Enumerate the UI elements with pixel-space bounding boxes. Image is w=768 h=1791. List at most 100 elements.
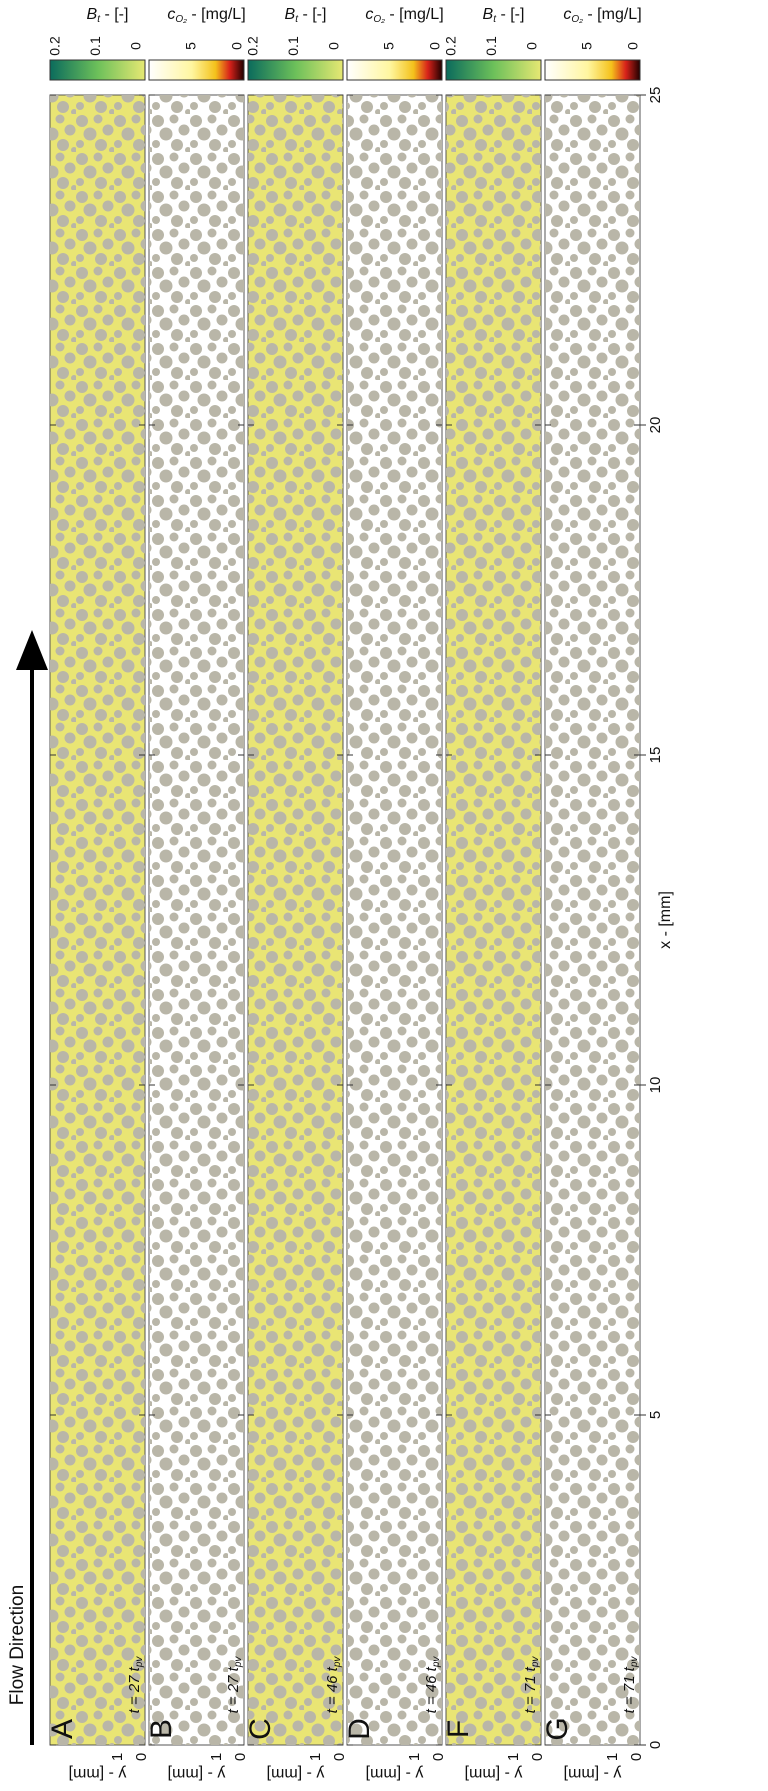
- grains: [446, 95, 541, 1745]
- time-text: t = 46: [324, 1671, 341, 1713]
- time-symbol: t: [423, 1666, 440, 1671]
- colorbar: [544, 59, 641, 81]
- colorbar-tick-label: 0.2: [47, 36, 63, 56]
- subscript: t: [97, 14, 101, 25]
- colorbar-tick-label: 5: [578, 42, 594, 50]
- y-tick-label: 1: [208, 1753, 225, 1761]
- y-tick-label: 0: [232, 1753, 249, 1761]
- grains: [347, 95, 442, 1745]
- x-tick-label: 15: [647, 747, 664, 764]
- unit: - [mg/L]: [583, 6, 642, 23]
- time-subscript: pv: [134, 1656, 145, 1669]
- y-tick-label: 0: [529, 1753, 546, 1761]
- y-axis-label: y - [mm]: [267, 1765, 325, 1782]
- symbol: c: [167, 6, 175, 23]
- panel-letter: F: [442, 1720, 475, 1738]
- colorbar: [49, 59, 146, 81]
- colorbar: [445, 59, 542, 81]
- colorbar-tick-label: 0.2: [443, 36, 459, 56]
- time-symbol: t: [621, 1666, 638, 1671]
- symbol: c: [365, 6, 373, 23]
- colorbar-tick-label: 0: [524, 42, 540, 50]
- y-tick-label: 0: [628, 1753, 645, 1761]
- panel-letter: B: [145, 1719, 178, 1739]
- x-tick-label: 0: [647, 1741, 664, 1749]
- y-tick-label: 1: [109, 1753, 126, 1761]
- unit: - [-]: [496, 6, 524, 23]
- grains: [149, 95, 244, 1745]
- time-symbol: t: [126, 1666, 143, 1671]
- y-tick-label: 0: [133, 1753, 150, 1761]
- time-symbol: t: [225, 1666, 242, 1671]
- colorbar-tick-label: 0.1: [483, 36, 499, 56]
- subscript: t: [295, 14, 299, 25]
- x-tick-label: 10: [647, 1077, 664, 1094]
- y-tick-label: 1: [406, 1753, 423, 1761]
- grains: [545, 95, 640, 1745]
- y-axis-label: y - [mm]: [69, 1765, 127, 1782]
- y-tick-label: 1: [604, 1753, 621, 1761]
- y-tick-label: 1: [505, 1753, 522, 1761]
- colorbar-title: cO₂ - [mg/L]: [563, 6, 641, 24]
- symbol: B: [483, 6, 494, 23]
- time-subscript: pv: [233, 1656, 244, 1669]
- colorbar-title: Bt - [-]: [483, 6, 525, 24]
- y-axis-label: y - [mm]: [168, 1765, 226, 1782]
- colorbar: [346, 59, 443, 81]
- time-label: t = 71 tpv: [621, 1656, 640, 1714]
- time-text: t = 46: [423, 1671, 440, 1713]
- colorbar: [247, 59, 344, 81]
- panel-letter: G: [541, 1717, 574, 1740]
- time-label: t = 27 tpv: [126, 1656, 145, 1714]
- colorbar-title: Bt - [-]: [87, 6, 129, 24]
- panel-letter: C: [244, 1718, 277, 1740]
- panel-letter: A: [46, 1719, 79, 1739]
- time-symbol: t: [522, 1666, 539, 1671]
- unit: - [-]: [298, 6, 326, 23]
- time-text: t = 27: [126, 1671, 143, 1713]
- time-subscript: pv: [332, 1656, 343, 1669]
- time-text: t = 71: [522, 1671, 539, 1713]
- time-symbol: t: [324, 1666, 341, 1671]
- unit: - [-]: [100, 6, 128, 23]
- subscript: t: [493, 14, 497, 25]
- x-tick-label: 5: [647, 1411, 664, 1419]
- y-tick-label: 1: [307, 1753, 324, 1761]
- colorbar-title: Bt - [-]: [285, 6, 327, 24]
- colorbar-tick-label: 0: [326, 42, 342, 50]
- colorbar-tick-label: 0.1: [285, 36, 301, 56]
- y-tick-label: 0: [331, 1753, 348, 1761]
- colorbar-tick-label: 0: [625, 42, 641, 50]
- time-label: t = 71 tpv: [522, 1656, 541, 1714]
- time-label: t = 46 tpv: [423, 1656, 442, 1714]
- time-label: t = 46 tpv: [324, 1656, 343, 1714]
- y-axis-label: y - [mm]: [465, 1765, 523, 1782]
- colorbar-tick-label: 0: [427, 42, 443, 50]
- x-axis-label: x - [mm]: [657, 891, 674, 949]
- colorbar-tick-label: 5: [380, 42, 396, 50]
- time-subscript: pv: [530, 1656, 541, 1669]
- time-label: t = 27 tpv: [225, 1656, 244, 1714]
- x-tick-label: 25: [647, 87, 664, 104]
- colorbar-tick-label: 0.2: [245, 36, 261, 56]
- grains: [248, 95, 343, 1745]
- subscript: O₂: [175, 14, 187, 25]
- colorbar-tick-label: 0: [229, 42, 245, 50]
- colorbar-title: cO₂ - [mg/L]: [167, 6, 245, 24]
- flow-direction: Flow Direction: [7, 1585, 28, 1705]
- grains: [50, 95, 145, 1745]
- subscript: O₂: [571, 14, 583, 25]
- y-axis-label: y - [mm]: [564, 1765, 622, 1782]
- panel-letter: D: [343, 1718, 376, 1740]
- x-tick-label: 20: [647, 417, 664, 434]
- symbol: B: [87, 6, 98, 23]
- time-subscript: pv: [629, 1656, 640, 1669]
- colorbar: [148, 59, 245, 81]
- y-tick-label: 0: [430, 1753, 447, 1761]
- symbol: B: [285, 6, 296, 23]
- time-text: t = 71: [621, 1671, 638, 1713]
- colorbar-title: cO₂ - [mg/L]: [365, 6, 443, 24]
- colorbar-tick-label: 0: [128, 42, 144, 50]
- colorbar-tick-label: 0.1: [87, 36, 103, 56]
